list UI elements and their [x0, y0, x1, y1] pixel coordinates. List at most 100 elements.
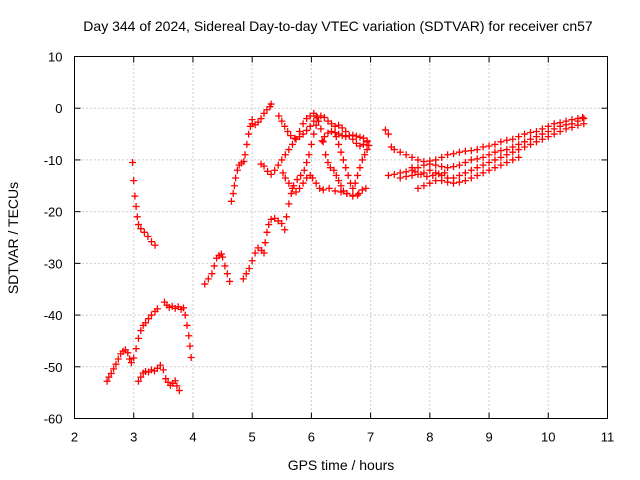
data-point: [429, 171, 437, 179]
data-point: [229, 190, 237, 198]
data-point: [550, 130, 558, 138]
data-point: [337, 148, 345, 156]
data-point: [285, 179, 293, 187]
data-point: [338, 124, 346, 132]
data-point: [515, 133, 523, 141]
y-tick-label: -50: [44, 360, 63, 375]
data-point: [127, 359, 135, 367]
data-point: [417, 170, 425, 178]
data-point: [390, 146, 398, 154]
series-arc5: [201, 250, 234, 288]
data-point: [305, 151, 313, 159]
data-point: [278, 220, 286, 228]
data-point: [281, 226, 289, 234]
data-point: [204, 275, 212, 283]
data-point: [260, 109, 268, 117]
data-point: [239, 275, 247, 283]
data-point: [420, 182, 428, 190]
data-point: [360, 140, 368, 148]
data-point: [151, 241, 159, 249]
data-point: [402, 151, 410, 159]
data-point: [181, 311, 189, 319]
data-point: [426, 179, 434, 187]
data-point: [299, 179, 307, 187]
data-point: [509, 148, 517, 156]
data-point: [384, 130, 392, 138]
series-arc18: [408, 164, 449, 180]
data-point: [330, 166, 338, 174]
data-point: [326, 164, 334, 172]
data-point: [325, 184, 333, 192]
data-point: [221, 262, 229, 270]
data-point: [356, 164, 364, 172]
data-point: [420, 161, 428, 169]
data-point: [521, 143, 529, 151]
data-point: [303, 115, 311, 123]
data-point: [287, 190, 295, 198]
data-point: [356, 142, 364, 150]
data-point: [233, 166, 241, 174]
data-point: [310, 130, 318, 138]
data-point: [285, 200, 293, 208]
data-point: [171, 377, 179, 385]
data-point: [310, 117, 318, 125]
data-point: [335, 121, 343, 129]
data-point: [450, 163, 458, 171]
data-point: [426, 166, 434, 174]
data-point: [352, 139, 360, 147]
x-tick-label: 4: [189, 430, 196, 445]
data-point: [515, 146, 523, 154]
x-tick-label: 10: [541, 430, 555, 445]
data-point: [153, 305, 161, 313]
data-point: [288, 184, 296, 192]
data-point: [137, 225, 145, 233]
data-point: [473, 146, 481, 154]
y-tick-label: -40: [44, 308, 63, 323]
data-point: [461, 177, 469, 185]
y-axis-label: SDTVAR / TECUs: [5, 182, 21, 294]
data-point: [527, 129, 535, 137]
data-point: [349, 192, 357, 200]
data-point: [296, 133, 304, 141]
data-point: [260, 249, 268, 257]
y-tick-label: -10: [44, 153, 63, 168]
data-point: [285, 146, 293, 154]
data-point: [358, 156, 366, 164]
data-point: [343, 190, 351, 198]
data-point: [432, 161, 440, 169]
data-point: [241, 151, 249, 159]
data-point: [414, 184, 422, 192]
data-point: [354, 171, 362, 179]
data-point: [251, 249, 259, 257]
data-point: [264, 167, 272, 175]
data-point: [287, 132, 295, 140]
data-point: [335, 177, 343, 185]
data-point: [316, 184, 324, 192]
data-point: [274, 161, 282, 169]
data-point: [574, 121, 582, 129]
series-arc9: [257, 109, 370, 199]
data-point: [544, 133, 552, 141]
x-tick-label: 3: [130, 430, 137, 445]
data-point: [293, 176, 301, 184]
data-point: [257, 115, 265, 123]
data-point: [355, 190, 363, 198]
data-point: [300, 166, 308, 174]
grid-lines: [74, 56, 608, 419]
series-arc2: [103, 305, 161, 385]
data-point: [299, 120, 307, 128]
data-point: [365, 141, 373, 149]
x-tick-label: 7: [367, 430, 374, 445]
data-point: [217, 250, 225, 258]
data-point: [479, 169, 487, 177]
data-point: [210, 262, 218, 270]
data-point: [568, 123, 576, 131]
data-point: [312, 121, 320, 129]
data-point: [324, 159, 332, 167]
data-point: [497, 138, 505, 146]
data-point: [485, 142, 493, 150]
data-point: [185, 332, 193, 340]
data-point: [260, 162, 268, 170]
data-point: [162, 375, 170, 383]
data-point: [467, 166, 475, 174]
